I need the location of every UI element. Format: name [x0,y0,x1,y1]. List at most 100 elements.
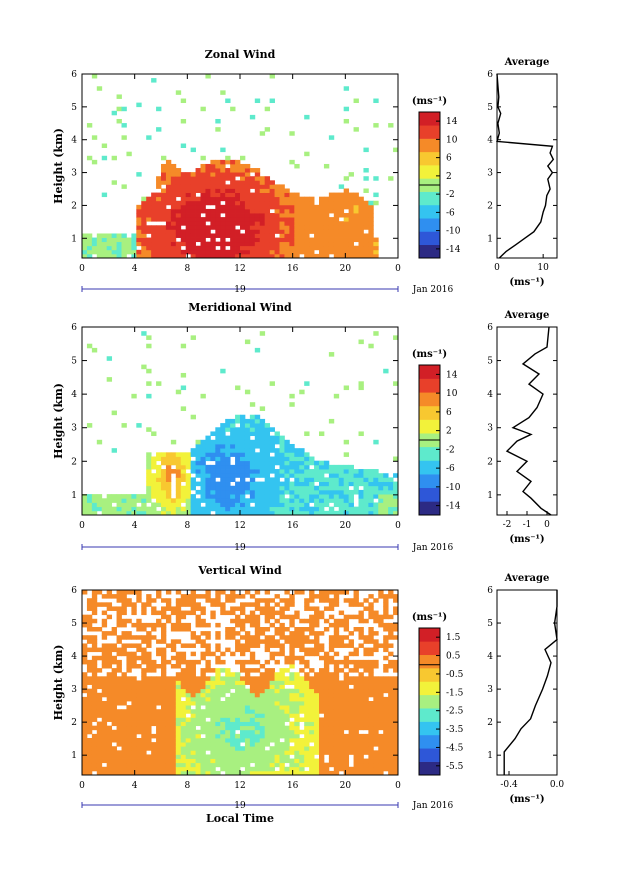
heatmap-cell [368,245,374,251]
heatmap-cell [244,469,251,474]
heatmap-cell [101,709,108,714]
heatmap-cell [284,729,290,735]
heatmap-cell [244,237,251,243]
heatmap-cell [126,590,132,595]
heatmap-cell [343,750,350,755]
heatmap-cell [388,176,394,181]
heatmap-cell [358,721,364,727]
heatmap-cell [235,168,241,173]
heatmap-cell [151,213,157,218]
heatmap-cell [215,506,221,512]
heatmap-cell [225,172,231,177]
heatmap-cell [304,477,310,482]
heatmap-cell [284,766,290,772]
heatmap-cell [299,668,305,673]
heatmap-cell [86,742,93,747]
heatmap-cell [240,448,246,453]
heatmap-cell [294,672,300,677]
heatmap-cell [101,729,108,735]
heatmap-cell [314,253,320,259]
heatmap-cell [161,758,167,764]
heatmap-cell [249,217,256,222]
heatmap-cell [101,502,108,508]
heatmap-cell [151,713,157,718]
heatmap-cell [91,692,98,698]
heatmap-cell [180,489,187,495]
heatmap-cell [314,746,320,751]
heatmap-cell [299,655,305,661]
heatmap-cell [274,506,280,512]
heatmap-cell [269,456,275,462]
heatmap-cell [195,481,201,487]
heatmap-cell [279,651,285,657]
heatmap-cell [259,627,266,632]
heatmap-cell [314,477,320,482]
heatmap-cell [235,460,241,466]
heatmap-cell [101,758,108,764]
heatmap-cell [363,213,369,218]
heatmap-cell [235,192,241,198]
heatmap-cell [195,200,201,206]
heatmap-cell [343,713,350,718]
heatmap-cell [190,738,196,743]
heatmap-cell [358,684,364,690]
heatmap-cell [141,659,147,665]
heatmap-cell [343,762,350,768]
heatmap-cell [170,221,177,226]
heatmap-cell [165,456,172,462]
heatmap-cell [264,717,271,722]
heatmap-cell [141,229,147,234]
heatmap-cell [175,705,182,710]
heatmap-cell [343,664,350,669]
heatmap-cell [180,659,187,665]
heatmap-cell [368,213,374,218]
heatmap-cell [220,196,226,202]
heatmap-cell [240,717,246,722]
heatmap-cell [284,627,290,632]
heatmap-cell [264,481,271,487]
heatmap-cell [116,696,122,702]
heatmap-cell [259,221,266,226]
heatmap-cell [161,460,167,466]
heatmap-cell [289,614,295,620]
heatmap-cell [240,651,246,657]
heatmap-cell [215,680,221,685]
heatmap-cell [259,406,266,411]
heatmap-cell [343,622,350,628]
heatmap-cell [249,249,256,255]
heatmap-cell [175,762,182,768]
colorbar-tick-label: 14 [446,117,458,127]
heatmap-cell [116,754,122,759]
heatmap-cell [358,253,364,259]
heatmap-cell [141,746,147,751]
heatmap-cell [116,717,122,722]
heatmap-cell [294,494,300,499]
heatmap-cell [146,655,152,661]
heatmap-cell [86,598,93,603]
heatmap-cell [284,606,290,611]
heatmap-cell [338,643,345,648]
heatmap-cell [338,237,345,243]
heatmap-cell [82,245,88,251]
heatmap-cell [289,602,295,607]
heatmap-cell [175,510,182,516]
heatmap-cell [383,696,389,702]
heatmap-cell [161,721,167,727]
heatmap-cell [175,188,182,193]
heatmap-cell [91,688,98,694]
heatmap-cell [299,738,305,743]
heatmap-cell [269,188,275,193]
heatmap-cell [358,233,364,238]
heatmap-cell [175,713,182,718]
heatmap-cell [274,204,280,210]
heatmap-cell [91,659,98,665]
heatmap-cell [175,245,182,251]
heatmap-cell [165,659,172,665]
heatmap-cells [82,74,399,259]
heatmap-cell [343,469,350,474]
heatmap-cell [190,672,196,677]
heatmap-cell [269,701,275,706]
heatmap-cell [254,643,261,648]
heatmap-cell [294,610,300,616]
heatmap-cell [180,709,187,714]
